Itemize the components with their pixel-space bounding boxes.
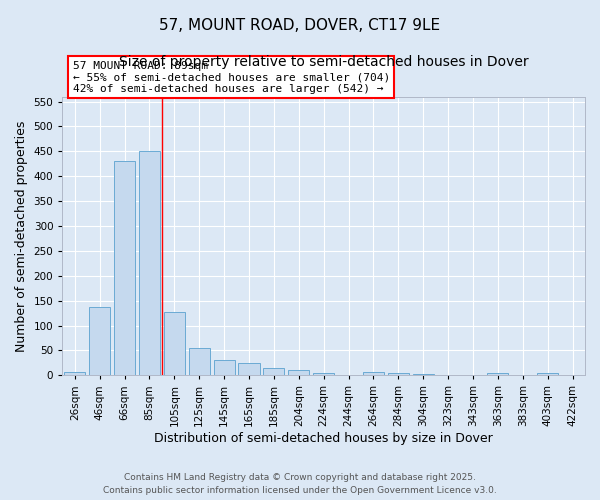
Bar [388, 374, 409, 376]
Bar [537, 373, 558, 376]
Bar [263, 368, 284, 376]
Bar [238, 363, 260, 376]
X-axis label: Distribution of semi-detached houses by size in Dover: Distribution of semi-detached houses by … [154, 432, 493, 445]
Bar [313, 373, 334, 376]
Bar [139, 152, 160, 376]
Text: 57 MOUNT ROAD: 89sqm
← 55% of semi-detached houses are smaller (704)
42% of semi: 57 MOUNT ROAD: 89sqm ← 55% of semi-detac… [73, 60, 390, 94]
Bar [164, 312, 185, 376]
Text: 57, MOUNT ROAD, DOVER, CT17 9LE: 57, MOUNT ROAD, DOVER, CT17 9LE [160, 18, 440, 32]
Bar [89, 307, 110, 376]
Y-axis label: Number of semi-detached properties: Number of semi-detached properties [15, 120, 28, 352]
Bar [188, 348, 210, 376]
Bar [288, 370, 310, 376]
Text: Contains HM Land Registry data © Crown copyright and database right 2025.
Contai: Contains HM Land Registry data © Crown c… [103, 474, 497, 495]
Bar [214, 360, 235, 376]
Title: Size of property relative to semi-detached houses in Dover: Size of property relative to semi-detach… [119, 55, 529, 69]
Bar [413, 374, 434, 376]
Bar [114, 162, 135, 376]
Bar [64, 372, 85, 376]
Bar [487, 374, 508, 376]
Bar [363, 372, 384, 376]
